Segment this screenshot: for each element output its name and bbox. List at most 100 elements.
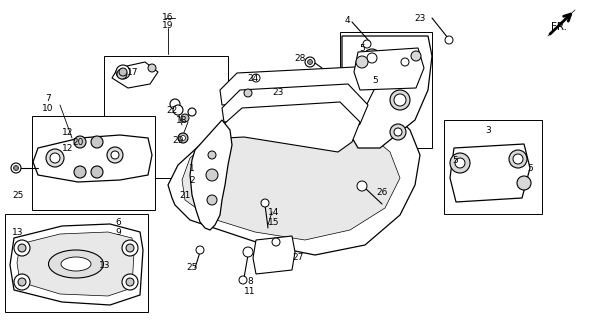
Text: 3: 3	[485, 125, 491, 134]
Text: 13: 13	[12, 228, 24, 236]
Circle shape	[91, 136, 103, 148]
Text: 9: 9	[115, 228, 121, 236]
Circle shape	[394, 128, 402, 136]
Circle shape	[14, 165, 18, 171]
Circle shape	[208, 151, 216, 159]
Circle shape	[243, 247, 253, 257]
Text: 27: 27	[292, 253, 303, 262]
Bar	[340, 32, 432, 148]
Circle shape	[126, 278, 134, 286]
Circle shape	[305, 57, 315, 67]
Text: 23: 23	[273, 87, 284, 97]
Text: 15: 15	[268, 218, 280, 227]
Circle shape	[394, 94, 406, 106]
Text: 25: 25	[186, 263, 198, 273]
Text: 25: 25	[12, 190, 24, 199]
Circle shape	[111, 151, 119, 159]
Circle shape	[11, 163, 21, 173]
Text: 26: 26	[376, 188, 388, 196]
Text: 5: 5	[372, 76, 378, 84]
Text: 12: 12	[62, 127, 74, 137]
Text: 29: 29	[173, 135, 184, 145]
Circle shape	[398, 55, 412, 69]
Polygon shape	[354, 48, 424, 90]
Text: 12: 12	[62, 143, 74, 153]
Circle shape	[74, 136, 86, 148]
Polygon shape	[190, 120, 232, 230]
Circle shape	[188, 108, 196, 116]
Text: 13: 13	[99, 260, 111, 269]
Circle shape	[122, 274, 138, 290]
Polygon shape	[220, 67, 375, 120]
Bar	[32, 116, 155, 210]
Circle shape	[50, 153, 60, 163]
Circle shape	[107, 147, 123, 163]
Polygon shape	[33, 135, 152, 182]
Ellipse shape	[61, 257, 91, 271]
Text: 14: 14	[268, 207, 280, 217]
Text: FR.: FR.	[551, 22, 567, 32]
Text: 5: 5	[452, 156, 458, 164]
Circle shape	[244, 89, 252, 97]
Text: 2: 2	[189, 175, 195, 185]
Text: 1: 1	[189, 164, 195, 172]
Text: 24: 24	[248, 74, 259, 83]
Circle shape	[390, 90, 410, 110]
Text: 18: 18	[176, 116, 188, 124]
Text: 23: 23	[414, 13, 425, 22]
Circle shape	[239, 276, 247, 284]
Circle shape	[513, 154, 523, 164]
Circle shape	[117, 69, 127, 79]
Circle shape	[18, 278, 26, 286]
Circle shape	[14, 274, 30, 290]
Circle shape	[261, 199, 269, 207]
Circle shape	[126, 244, 134, 252]
Circle shape	[46, 149, 64, 167]
Polygon shape	[112, 62, 158, 88]
Circle shape	[148, 64, 156, 72]
Bar	[104, 56, 228, 178]
Circle shape	[122, 240, 138, 256]
Ellipse shape	[49, 250, 104, 278]
Text: 7: 7	[45, 93, 51, 102]
Circle shape	[170, 99, 180, 109]
Circle shape	[411, 51, 421, 61]
Text: 21: 21	[179, 190, 190, 199]
Text: 16: 16	[162, 12, 174, 21]
Circle shape	[173, 105, 183, 115]
Text: 10: 10	[42, 103, 54, 113]
Text: 19: 19	[162, 20, 174, 29]
Text: 4: 4	[344, 15, 350, 25]
Circle shape	[450, 153, 470, 173]
Polygon shape	[182, 118, 400, 240]
Circle shape	[357, 181, 367, 191]
Text: 17: 17	[127, 68, 139, 76]
Circle shape	[356, 56, 368, 68]
Bar	[5, 214, 148, 312]
Polygon shape	[450, 144, 530, 202]
Circle shape	[401, 58, 409, 66]
Circle shape	[207, 195, 217, 205]
Circle shape	[252, 74, 260, 82]
Circle shape	[178, 133, 188, 143]
Circle shape	[308, 60, 312, 65]
Text: 11: 11	[245, 287, 256, 297]
Circle shape	[180, 135, 186, 140]
Text: 5: 5	[527, 164, 533, 172]
Circle shape	[206, 169, 218, 181]
Circle shape	[14, 240, 30, 256]
Circle shape	[74, 166, 86, 178]
Text: 6: 6	[115, 218, 121, 227]
Circle shape	[517, 176, 531, 190]
Polygon shape	[224, 102, 360, 152]
Polygon shape	[342, 36, 432, 148]
Circle shape	[509, 150, 527, 168]
Text: 8: 8	[247, 277, 253, 286]
Circle shape	[18, 244, 26, 252]
Circle shape	[272, 238, 280, 246]
Polygon shape	[253, 236, 295, 274]
Bar	[444, 120, 542, 214]
Circle shape	[116, 65, 130, 79]
Polygon shape	[222, 84, 368, 135]
Text: 28: 28	[295, 53, 306, 62]
